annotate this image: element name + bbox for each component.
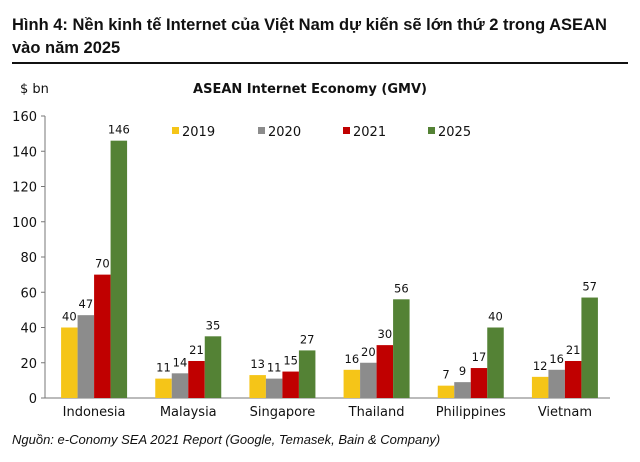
bar-2021 xyxy=(282,371,299,398)
data-label: 11 xyxy=(267,361,282,375)
data-label: 47 xyxy=(79,297,94,311)
bar-2021 xyxy=(376,345,394,398)
y-tick-label: 0 xyxy=(29,392,37,407)
bar-2025 xyxy=(487,327,504,398)
bar-2021 xyxy=(564,360,582,398)
data-label: 13 xyxy=(250,357,265,371)
y-axis-label: $ bn xyxy=(20,82,49,97)
y-tick-label: 140 xyxy=(12,145,37,160)
data-label: 7 xyxy=(442,368,449,382)
data-label: 70 xyxy=(95,257,110,271)
bar-2020 xyxy=(265,378,283,398)
bar-2020 xyxy=(548,369,565,398)
data-label: 27 xyxy=(300,332,315,346)
data-label: 16 xyxy=(345,352,360,366)
legend-swatch-2020 xyxy=(258,127,265,134)
x-tick-label: Vietnam xyxy=(538,405,592,420)
figure-title: Hình 4: Nền kinh tế Internet của Việt Na… xyxy=(12,16,607,57)
x-tick-label: Malaysia xyxy=(160,405,217,420)
legend-label: 2021 xyxy=(353,125,386,140)
data-label: 15 xyxy=(283,354,298,368)
bar-2020 xyxy=(171,373,189,398)
x-tick-label: Indonesia xyxy=(63,405,126,420)
data-label: 16 xyxy=(549,352,564,366)
data-label: 57 xyxy=(582,280,597,294)
legend-label: 2019 xyxy=(182,125,215,140)
bar-2021 xyxy=(94,274,111,398)
y-tick-label: 100 xyxy=(12,216,37,231)
y-tick-label: 80 xyxy=(20,251,37,266)
data-label: 20 xyxy=(361,345,376,359)
bar-2020 xyxy=(360,362,377,398)
data-label: 21 xyxy=(566,343,581,357)
bar-2025 xyxy=(204,336,222,398)
bar-2021 xyxy=(188,360,205,398)
data-label: 30 xyxy=(378,327,393,341)
legend-label: 2020 xyxy=(268,125,301,140)
data-label: 40 xyxy=(62,310,77,324)
data-label: 14 xyxy=(173,355,188,369)
data-label: 11 xyxy=(156,361,171,375)
bar-2019 xyxy=(155,378,172,398)
bar-2025 xyxy=(298,350,316,398)
x-tick-label: Thailand xyxy=(348,405,405,420)
y-tick-label: 20 xyxy=(20,357,37,372)
data-label: 9 xyxy=(459,364,466,378)
x-tick-label: Singapore xyxy=(250,405,316,420)
data-label: 35 xyxy=(206,318,221,332)
title-divider xyxy=(12,62,628,64)
bar-2019 xyxy=(249,375,266,398)
legend-swatch-2025 xyxy=(428,127,435,134)
y-tick-label: 120 xyxy=(12,181,37,196)
y-tick-label: 160 xyxy=(12,110,37,125)
data-label: 146 xyxy=(108,123,130,137)
bar-2019 xyxy=(437,385,455,398)
bar-2025 xyxy=(393,299,410,398)
x-tick-label: Philippines xyxy=(436,405,506,420)
legend-label: 2025 xyxy=(438,125,471,140)
bar-2025 xyxy=(110,140,128,399)
legend-swatch-2019 xyxy=(172,127,179,134)
bar-2019 xyxy=(531,376,549,398)
legend-swatch-2021 xyxy=(343,127,350,134)
data-label: 40 xyxy=(488,310,503,324)
y-tick-label: 40 xyxy=(20,322,37,337)
bar-2025 xyxy=(581,297,598,398)
data-label: 21 xyxy=(189,343,204,357)
source-note: Nguồn: e-Conomy SEA 2021 Report (Google,… xyxy=(12,432,441,447)
bar-2020 xyxy=(454,382,471,398)
bar-2019 xyxy=(61,327,78,398)
bar-2019 xyxy=(343,369,361,398)
chart-title: ASEAN Internet Economy (GMV) xyxy=(193,82,427,97)
data-label: 17 xyxy=(472,350,487,364)
bar-2020 xyxy=(77,315,95,398)
bar-2021 xyxy=(470,368,488,398)
data-label: 56 xyxy=(394,281,409,295)
data-label: 12 xyxy=(533,359,548,373)
y-tick-label: 60 xyxy=(20,286,37,301)
